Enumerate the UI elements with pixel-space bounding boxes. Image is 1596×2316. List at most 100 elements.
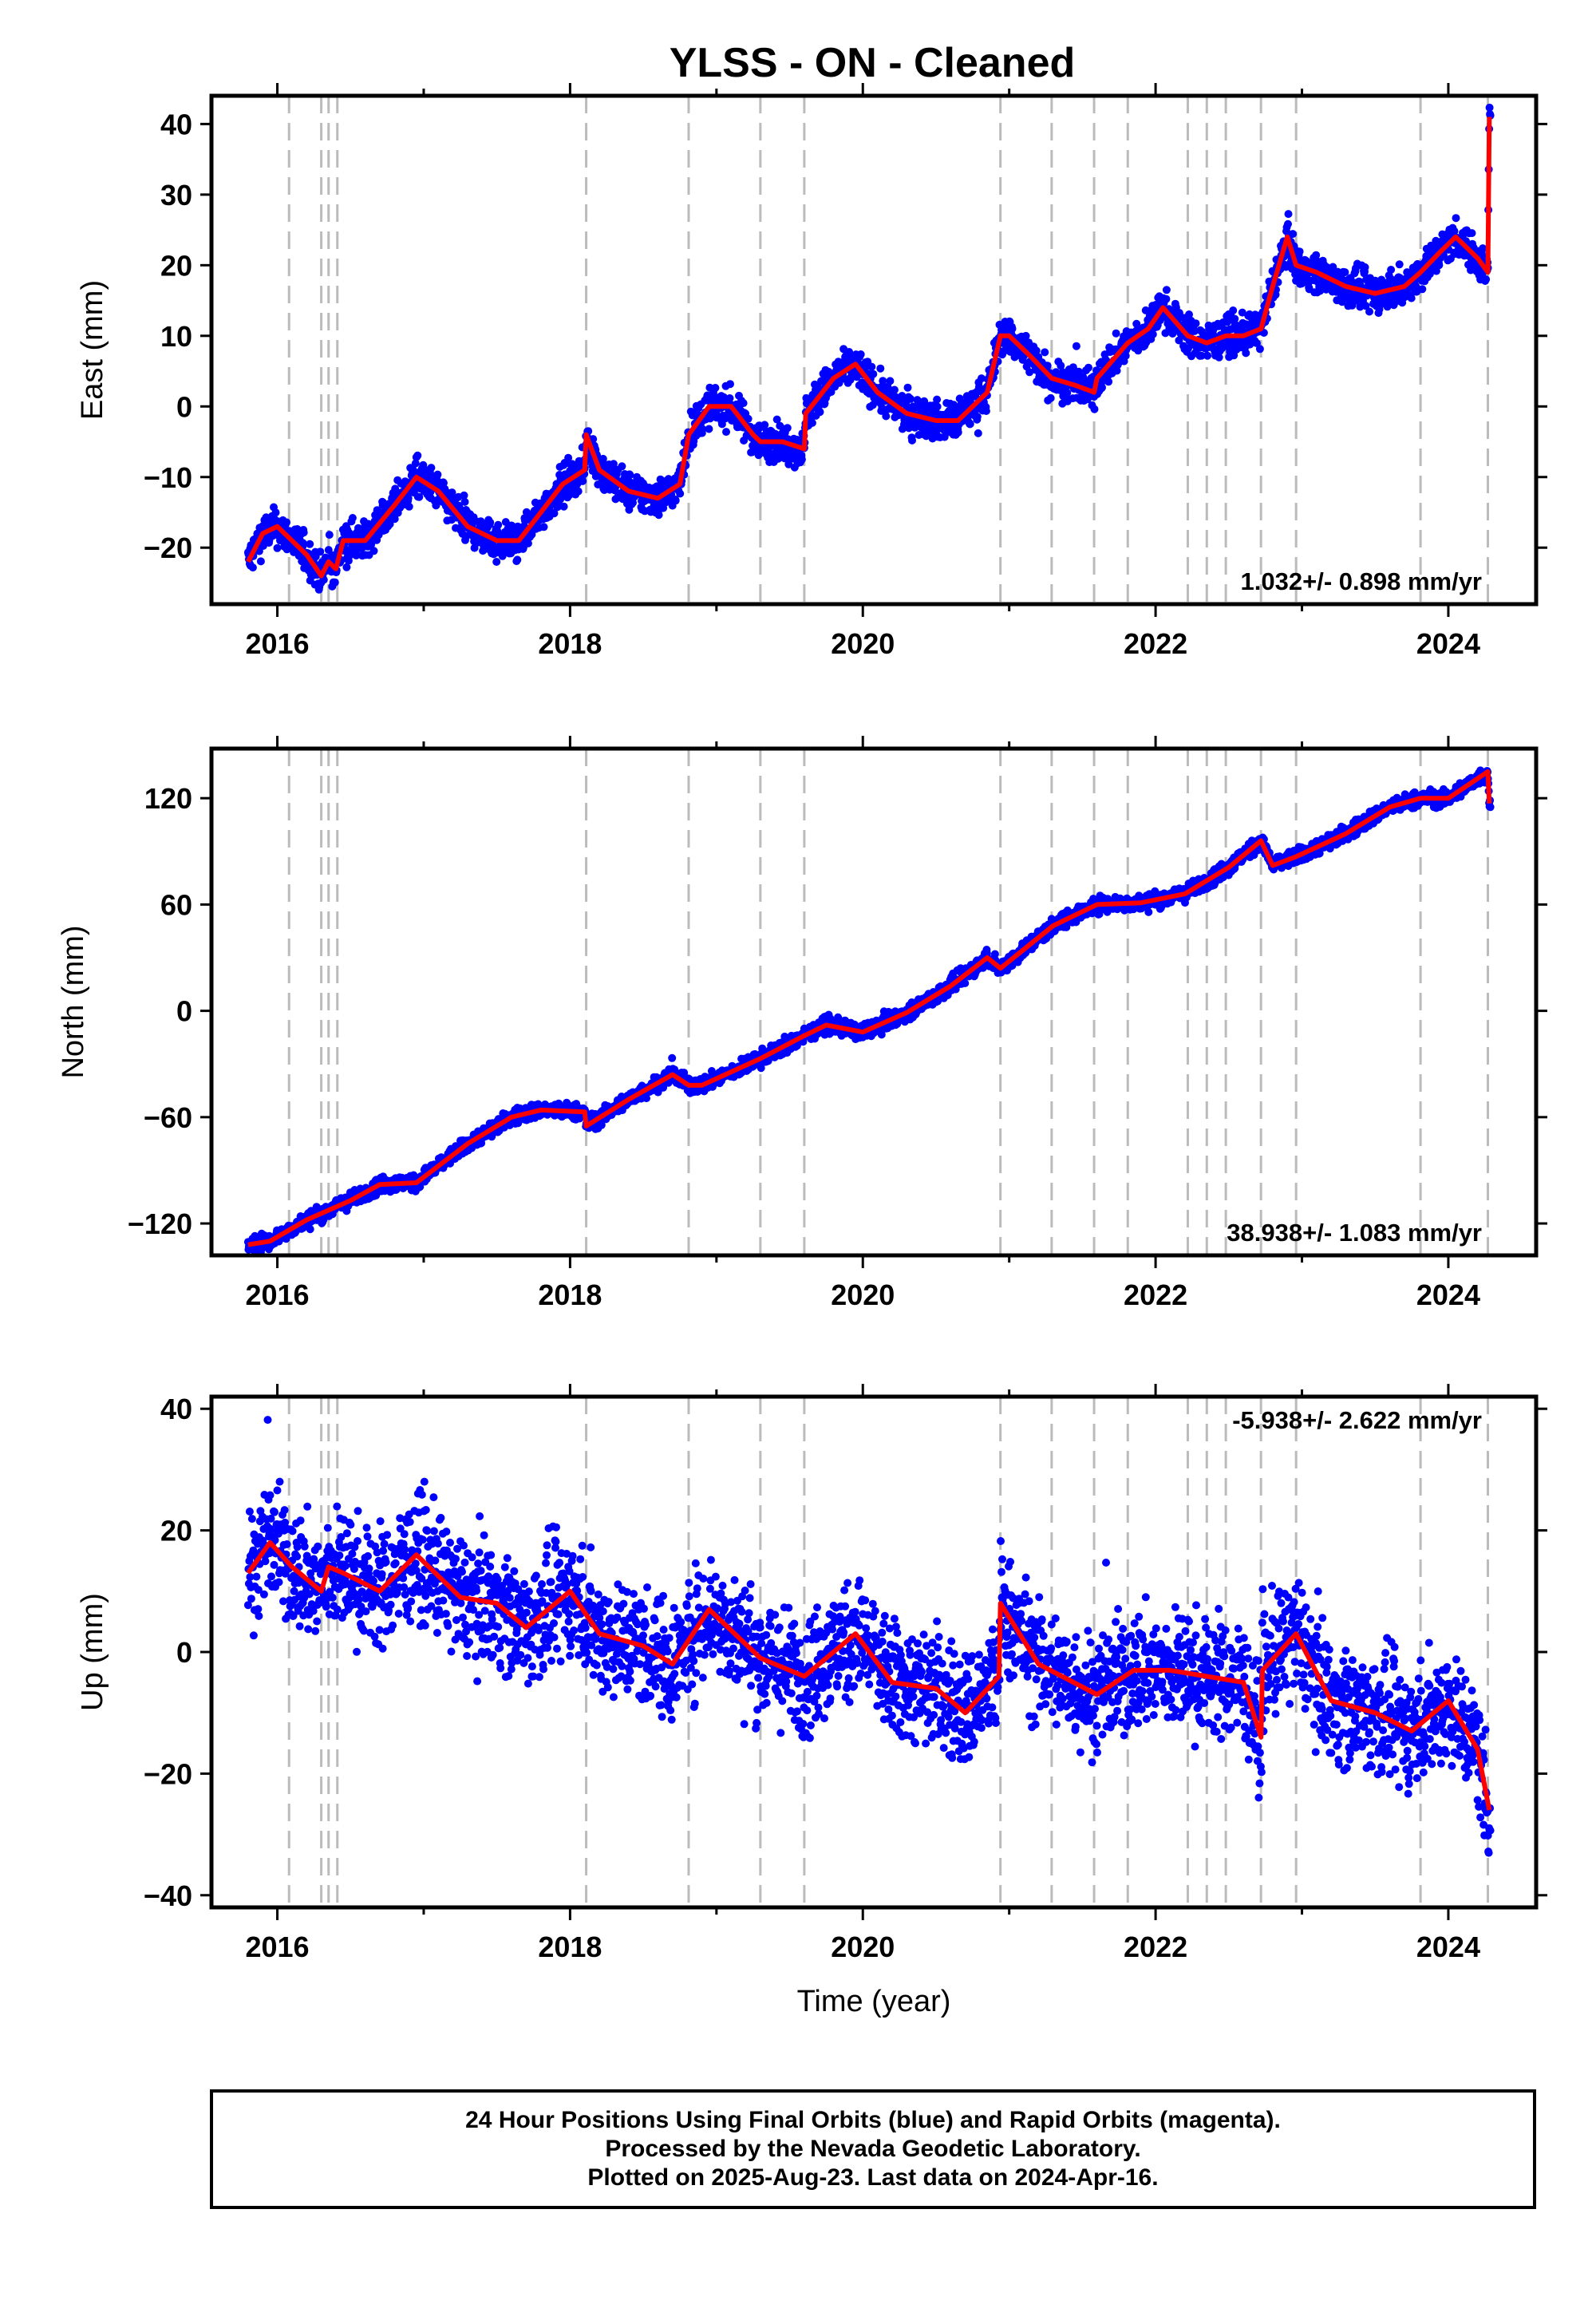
east-observation-point: [744, 414, 753, 423]
east-observation-point: [439, 479, 448, 488]
east-observation-point: [1191, 319, 1200, 328]
east-observation-point: [876, 364, 885, 373]
east-observation-point: [404, 494, 413, 503]
east-observation-point: [808, 418, 816, 427]
east-observation-point: [626, 471, 634, 480]
east-observation-point: [486, 518, 495, 527]
east-observation-point: [1043, 362, 1052, 370]
east-observation-point: [415, 492, 424, 501]
east-observation-point: [413, 451, 422, 460]
east-observation-point: [618, 462, 626, 471]
east-observation-point: [1295, 247, 1304, 256]
east-observation-point: [760, 421, 769, 429]
east-observation-point: [1032, 346, 1041, 355]
east-observation-point: [1162, 294, 1171, 303]
north-observation-point: [668, 1053, 677, 1062]
east-observation-point: [867, 362, 876, 371]
east-observation-point: [1387, 266, 1396, 274]
east-x-tick-label: 2018: [538, 627, 602, 660]
east-observations: [243, 103, 1495, 594]
east-observation-point: [1284, 210, 1293, 219]
east-observation-point: [882, 412, 891, 421]
east-observation-point: [460, 491, 468, 500]
east-observation-point: [564, 453, 573, 462]
east-observation-point: [539, 523, 548, 532]
east-observation-point: [1098, 383, 1106, 392]
east-observation-point: [492, 558, 501, 566]
east-observation-point: [1341, 268, 1349, 277]
east-observation-point: [248, 563, 257, 572]
east-observation-point: [1084, 363, 1092, 372]
east-x-tick-label: 2020: [831, 627, 895, 660]
east-observation-point: [890, 385, 899, 394]
east-y-tick-label: 0: [176, 390, 192, 423]
east-observation-point: [954, 428, 962, 437]
east-observation-point: [1289, 230, 1298, 239]
east-y-tick-label: −20: [144, 532, 192, 564]
east-observation-point: [739, 399, 748, 408]
east-observation-point: [974, 429, 982, 437]
east-observation-point: [1008, 324, 1017, 333]
east-observation-point: [298, 539, 307, 547]
east-observation-point: [726, 380, 734, 389]
east-rate-label: 1.032+/- 0.898 mm/yr: [1241, 567, 1482, 595]
east-observation-point: [352, 551, 361, 559]
east-observation-point: [1021, 331, 1030, 340]
east-observation-point: [1104, 377, 1113, 386]
east-observation-point: [299, 528, 308, 537]
east-observation-point: [1185, 310, 1193, 318]
east-observation-point: [982, 407, 990, 415]
east-plot-frame: [209, 93, 1539, 607]
east-observation-point: [816, 408, 824, 417]
east-observation-point: [559, 502, 568, 511]
east-observation-point: [282, 518, 291, 527]
east-observation-point: [550, 509, 559, 518]
east-observation-point: [256, 557, 265, 566]
east-observation-point: [523, 539, 532, 547]
east-y-axis-label: East (mm): [76, 280, 109, 420]
north-observation-point: [306, 1225, 314, 1234]
east-observation-point: [574, 487, 583, 496]
east-observation-point: [1365, 307, 1373, 316]
east-observation-point: [1112, 329, 1120, 338]
east-observation-point: [342, 563, 351, 571]
east-observation-point: [306, 539, 314, 548]
east-observation-point: [1121, 351, 1130, 360]
east-observation-point: [698, 425, 707, 433]
east-observation-point: [908, 436, 916, 445]
east-observation-point: [1063, 389, 1072, 397]
east-x-tick-label: 2016: [245, 627, 309, 660]
east-observation-point: [797, 455, 806, 464]
east-observation-point: [711, 384, 720, 392]
east-observation-point: [427, 464, 436, 472]
east-observation-point: [325, 531, 334, 539]
east-observation-point: [1242, 349, 1250, 358]
east-observation-point: [405, 502, 413, 511]
east-observation-point: [705, 425, 713, 433]
east-observation-point: [527, 530, 536, 539]
east-observation-point: [1482, 275, 1491, 283]
east-observation-point: [1162, 286, 1171, 294]
east-observation-point: [579, 476, 587, 485]
east-observation-point: [1468, 229, 1476, 238]
east-observation-point: [676, 489, 685, 498]
east-observation-point: [1148, 330, 1157, 338]
east-observation-point: [784, 460, 793, 468]
east-observation-point: [1046, 393, 1055, 402]
east-observation-point: [783, 424, 792, 433]
east-observation-point: [513, 555, 522, 564]
east-observation-point: [920, 397, 929, 405]
east-y-tick-label: 20: [160, 249, 192, 282]
east-observation-point: [1435, 261, 1444, 270]
east-observation-point: [886, 377, 895, 385]
east-observation-point: [460, 497, 469, 506]
east-observation-point: [1090, 405, 1099, 413]
east-observation-point: [1452, 214, 1460, 223]
east-observation-point: [977, 374, 986, 383]
east-observation-point: [671, 496, 680, 505]
east-observation-point: [903, 383, 912, 392]
east-observation-point: [390, 515, 399, 524]
east-observation-point: [494, 520, 503, 529]
